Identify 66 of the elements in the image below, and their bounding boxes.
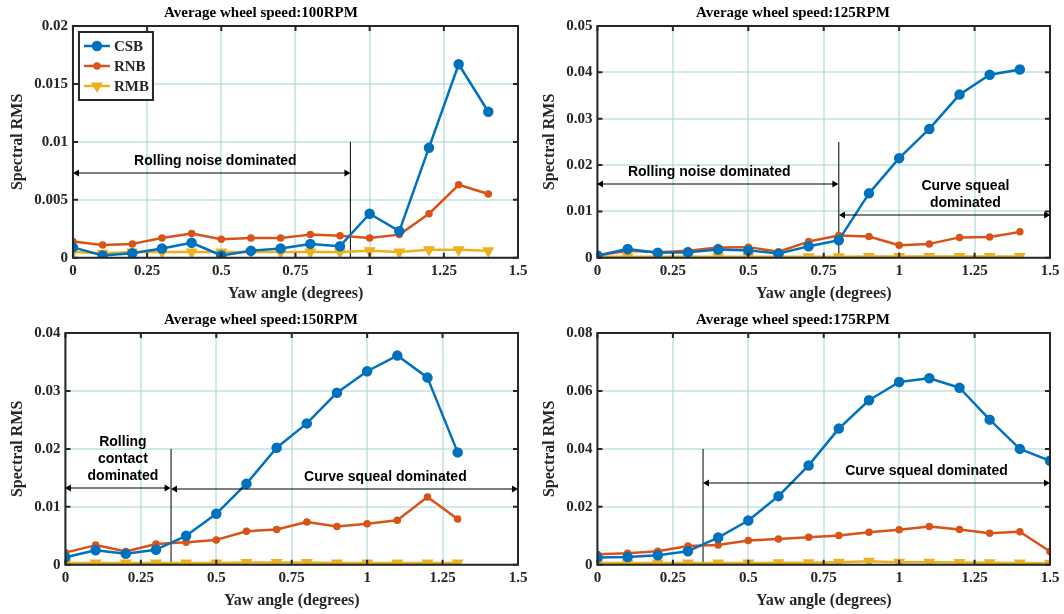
y-tick-label: 0.03 — [34, 381, 61, 398]
y-tick-label: 0.04 — [34, 323, 61, 340]
y-tick-label: 0.08 — [566, 323, 593, 340]
y-tick-label: 0.02 — [34, 439, 61, 456]
y-tick-label: 0 — [584, 555, 593, 572]
x-axis-title: Yaw angle (degrees) — [755, 283, 892, 302]
annotation: Curve squeal dominated — [304, 467, 467, 484]
x-tick-label: 0.25 — [134, 261, 161, 278]
x-tick-label: 0.25 — [127, 568, 154, 585]
chart-title: Average wheel speed:150RPM — [164, 310, 358, 327]
x-tick-label: 1.25 — [430, 261, 457, 278]
x-tick-label: 1.5 — [1040, 261, 1060, 278]
annotation: Curve squeal dominated — [921, 176, 1010, 210]
x-tick-label: 1 — [895, 261, 903, 278]
annotation: Rolling noise dominated — [134, 152, 297, 169]
y-tick-label: 0 — [584, 248, 593, 265]
chart-title: Average wheel speed:100RPM — [164, 3, 358, 20]
x-tick-label: 1 — [365, 261, 374, 278]
x-tick-label: 1 — [895, 568, 903, 585]
x-tick-label: 0.5 — [206, 568, 226, 585]
x-tick-label: 1.5 — [1040, 568, 1060, 585]
y-tick-label: 0 — [60, 248, 68, 265]
y-axis-title: Spectral RMS — [7, 93, 26, 191]
y-axis-title: Spectral RMS — [539, 93, 558, 191]
y-tick-label: 0.03 — [566, 109, 593, 126]
y-tick-label: 0.06 — [566, 381, 593, 398]
y-tick-label: 0.01 — [566, 202, 593, 219]
y-axis-title: Spectral RMS — [7, 400, 26, 498]
x-axis-title: Yaw angle (degrees) — [755, 590, 892, 609]
y-tick-label: 0.05 — [566, 16, 593, 33]
x-tick-label: 0.25 — [659, 568, 686, 585]
y-tick-label: 0 — [52, 555, 61, 572]
y-tick-label: 0.02 — [566, 155, 593, 172]
legend-label: CSB — [113, 37, 144, 54]
y-tick-label: 0.04 — [566, 63, 593, 80]
y-tick-label: 0.01 — [34, 497, 61, 514]
chart-title: Average wheel speed:125RPM — [696, 3, 890, 20]
legend-label: RNB — [113, 57, 146, 74]
x-tick-label: 0.5 — [738, 261, 758, 278]
x-tick-label: 0.75 — [278, 568, 305, 585]
x-tick-label: 0.75 — [810, 261, 837, 278]
x-axis-title: Yaw angle (degrees) — [223, 590, 360, 609]
y-tick-label: 0.02 — [566, 497, 593, 514]
x-tick-label: 1.25 — [961, 261, 988, 278]
y-tick-label: 0.02 — [41, 16, 68, 33]
x-tick-label: 0.5 — [211, 261, 231, 278]
x-tick-label: 1 — [363, 568, 371, 585]
x-tick-label: 1.25 — [961, 568, 988, 585]
chart-title: Average wheel speed:175RPM — [696, 310, 890, 327]
annotation: Curve squeal dominated — [845, 462, 1008, 479]
annotation: Rolling contact dominated — [87, 432, 159, 483]
x-tick-label: 0.5 — [738, 568, 758, 585]
y-axis-title: Spectral RMS — [539, 400, 558, 498]
x-tick-label: 0.25 — [659, 261, 686, 278]
x-tick-label: 1.5 — [508, 568, 528, 585]
x-tick-label: 0.75 — [810, 568, 837, 585]
annotation: Rolling noise dominated — [627, 162, 791, 179]
y-tick-label: 0.005 — [34, 190, 68, 207]
x-tick-label: 1.5 — [508, 261, 528, 278]
x-axis-title: Yaw angle (degrees) — [227, 283, 364, 302]
x-tick-label: 1.25 — [429, 568, 456, 585]
y-tick-label: 0.01 — [41, 132, 68, 149]
y-tick-label: 0.015 — [34, 74, 68, 91]
x-tick-label: 0.75 — [282, 261, 309, 278]
legend-label: RMB — [113, 77, 149, 94]
y-tick-label: 0.04 — [566, 439, 593, 456]
